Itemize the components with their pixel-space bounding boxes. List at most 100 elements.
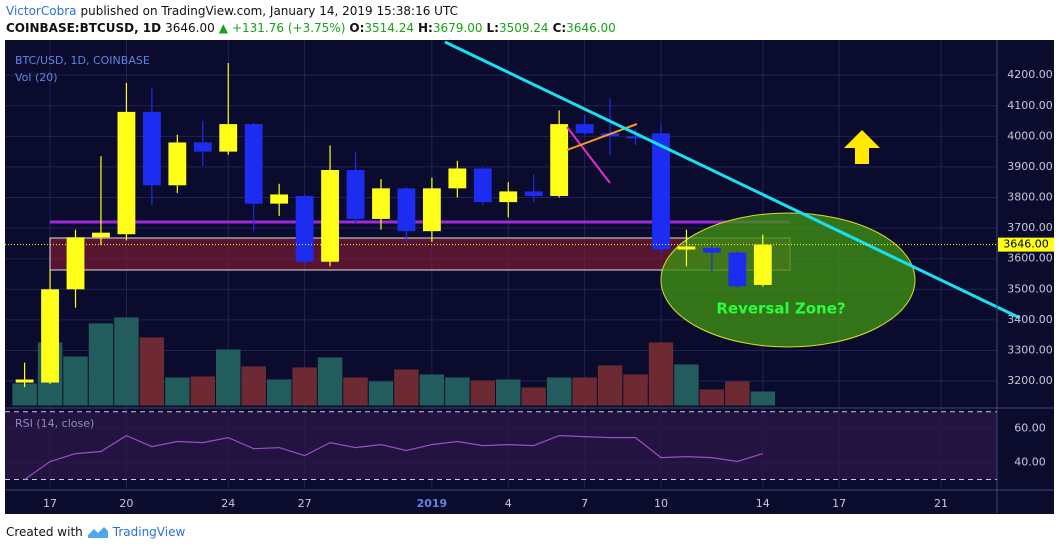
volume-bar [368,381,394,406]
volume-bar [674,364,699,406]
x-tick-label: 4 [505,497,512,510]
header-line: COINBASE:BTCUSD, 1D 3646.00 ▲ +131.76 (+… [6,21,616,35]
candle-body [219,124,238,152]
candle-body [753,244,772,285]
y-tick-label: 3500.00 [1007,282,1053,295]
candle-body [142,111,161,186]
l-label: L: [486,21,499,35]
x-tick-label: 21 [934,497,948,510]
x-tick-label: 14 [756,497,770,510]
candle-body [575,124,594,134]
y-tick-label: 3900.00 [1007,160,1053,173]
volume-bar [572,377,597,406]
h-label: H: [418,21,433,35]
candle-body [41,289,59,383]
candle-body [397,188,416,232]
volume-bar [699,389,725,406]
created-with: Created with [6,525,83,539]
volume-bar [343,377,368,406]
x-tick-label: 17 [43,497,57,510]
volume-bar [648,342,674,406]
candle-body [321,169,339,262]
h: 3679.00 [432,21,483,35]
volume-bar [317,357,343,406]
y-tick-label: 3600.00 [1007,252,1053,265]
l: 3509.24 [498,21,549,35]
y-tick-label: 4200.00 [1007,68,1053,81]
candle-body [448,168,467,189]
published: published on TradingView.com, January 14… [80,4,458,18]
trend-line [444,40,1021,320]
author[interactable]: VictorCobra [6,4,77,18]
x-tick-label: 2019 [417,497,448,510]
volume-bar [292,367,317,406]
candle-body [92,232,110,238]
y-tick-label: 4100.00 [1007,99,1053,112]
drawing-line [566,126,611,184]
rsi-line [24,434,763,480]
volume-bar [139,337,165,406]
volume-bar [597,365,623,406]
candle-body [677,246,696,250]
volume-label: Vol (20) [15,71,58,84]
volume-bar [63,356,88,406]
brand[interactable]: TradingView [112,525,186,539]
volume-bar [165,377,190,406]
y-tick-label: 3800.00 [1007,191,1053,204]
y-tick-label: 3400.00 [1007,313,1053,326]
candle-body [193,142,212,152]
last-price-label: 3646.00 [1003,238,1049,251]
volume-bar [496,379,521,406]
symbol: COINBASE:BTCUSD, 1D [6,21,162,35]
candle-body [728,252,747,287]
candle-body [652,133,670,250]
volume-bar [241,366,266,406]
y-tick-label: 3700.00 [1007,221,1053,234]
rsi-label: RSI (14, close) [15,417,94,430]
candle-body [295,195,314,262]
rsi-tick-label: 40.00 [1014,456,1046,469]
y-tick-label: 3200.00 [1007,374,1053,387]
candle-body [66,237,85,290]
up-arrow [844,130,880,164]
x-tick-label: 24 [221,497,235,510]
candle-body [499,191,518,203]
header-line: VictorCobra published on TradingView.com… [6,4,458,18]
volume-bar [190,376,216,406]
candle-body [702,247,721,253]
candle-body [422,188,441,232]
candle-body [270,194,289,204]
volume-bar [470,380,496,406]
x-tick-label: 27 [298,497,312,510]
candle-body [346,169,365,219]
logo [87,527,108,538]
last: 3646.00 [165,21,215,35]
o: 3514.24 [364,21,415,35]
y-tick-label: 3300.00 [1007,343,1053,356]
candle-body [473,168,492,203]
y-tick-label: 4000.00 [1007,129,1053,142]
volume-bar [266,379,292,406]
volume-bar [394,369,419,406]
volume-bar [114,317,139,406]
volume-bar [12,383,37,406]
chart-title: BTC/USD, 1D, COINBASE [15,54,150,67]
c: 3646.00 [566,21,616,35]
x-tick-label: 10 [654,497,668,510]
volume-bar [521,387,546,406]
c-label: C: [552,21,567,35]
change: +131.76 (+3.75%) [231,21,346,35]
candle-body [372,188,390,219]
candle-body [244,124,263,204]
volume-bar [216,349,241,406]
candle-body [117,111,136,235]
volume-bar [546,377,572,406]
x-tick-label: 7 [581,497,588,510]
candle-body [626,136,645,139]
candle-body [168,142,187,186]
annotation: Reversal Zone? [716,300,845,318]
rsi-band-fill [5,412,997,479]
candle-body [15,379,34,383]
rsi-tick-label: 60.00 [1014,422,1046,435]
